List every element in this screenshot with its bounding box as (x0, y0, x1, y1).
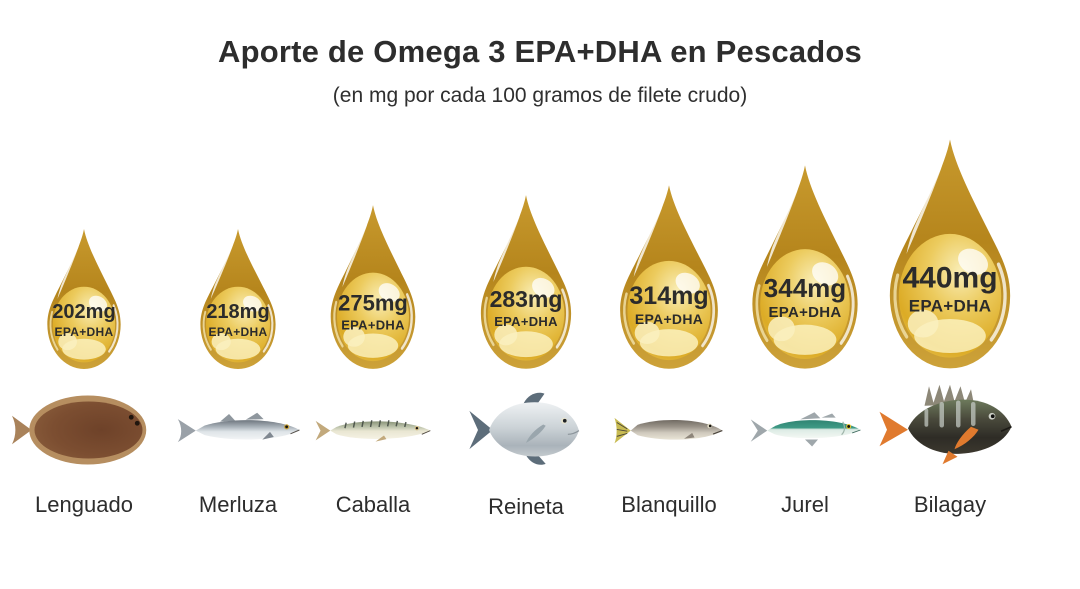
jurel-fish-icon (750, 412, 861, 447)
drop-epa-label: EPA+DHA (54, 324, 114, 339)
fish-name-merluza: Merluza (198, 492, 278, 517)
blanquillo-fish-icon (614, 417, 723, 444)
oil-drop-icon (749, 164, 861, 370)
page-subtitle: (en mg por cada 100 gramos de filete cru… (332, 84, 748, 107)
fish-name-lenguado: Lenguado (35, 492, 133, 517)
fish-name-blanquillo: Blanquillo (621, 492, 717, 517)
drop-value: 275mg (338, 290, 408, 316)
drop-value: 344mg (763, 272, 847, 303)
drop-epa-label: EPA+DHA (908, 297, 992, 317)
bilagay-fish-icon (879, 384, 1012, 465)
drop-epa-label: EPA+DHA (494, 313, 558, 329)
fish-name-bilagay: Bilagay (913, 492, 987, 517)
page-title: Aporte de Omega 3 EPA+DHA en Pescados (218, 34, 862, 69)
caballa-fish-icon (315, 420, 431, 442)
reineta-fish-icon (469, 392, 580, 465)
oil-drop-lenguado: 202mg EPA+DHA (45, 228, 123, 370)
oil-drop-merluza: 218mg EPA+DHA (198, 228, 278, 370)
oil-drop-icon (45, 228, 123, 370)
oil-drop-icon (328, 204, 418, 370)
drop-epa-label: EPA+DHA (341, 316, 405, 332)
merluza-fish-icon (177, 412, 300, 443)
oil-drop-icon (886, 138, 1014, 370)
lenguado-fish-icon (12, 395, 147, 465)
drop-epa-label: EPA+DHA (768, 304, 842, 322)
drop-value: 218mg (206, 301, 270, 324)
oil-drop-bilagay: 440mg EPA+DHA (886, 138, 1014, 370)
fish-name-caballa: Caballa (335, 492, 411, 517)
oil-drop-icon (478, 194, 574, 370)
oil-drop-caballa: 275mg EPA+DHA (328, 204, 418, 370)
oil-drop-jurel: 344mg EPA+DHA (749, 164, 861, 370)
drop-value: 440mg (902, 261, 998, 295)
drop-value: 314mg (629, 282, 709, 311)
drop-epa-label: EPA+DHA (208, 324, 268, 339)
oil-drop-icon (617, 184, 721, 370)
oil-drop-icon (198, 228, 278, 370)
fish-name-reineta: Reineta (488, 494, 564, 519)
oil-drop-blanquillo: 314mg EPA+DHA (617, 184, 721, 370)
oil-drop-reineta: 283mg EPA+DHA (478, 194, 574, 370)
fish-name-jurel: Jurel (781, 492, 829, 517)
drop-value: 283mg (489, 286, 563, 313)
drop-epa-label: EPA+DHA (634, 311, 704, 328)
drop-value: 202mg (52, 301, 116, 324)
